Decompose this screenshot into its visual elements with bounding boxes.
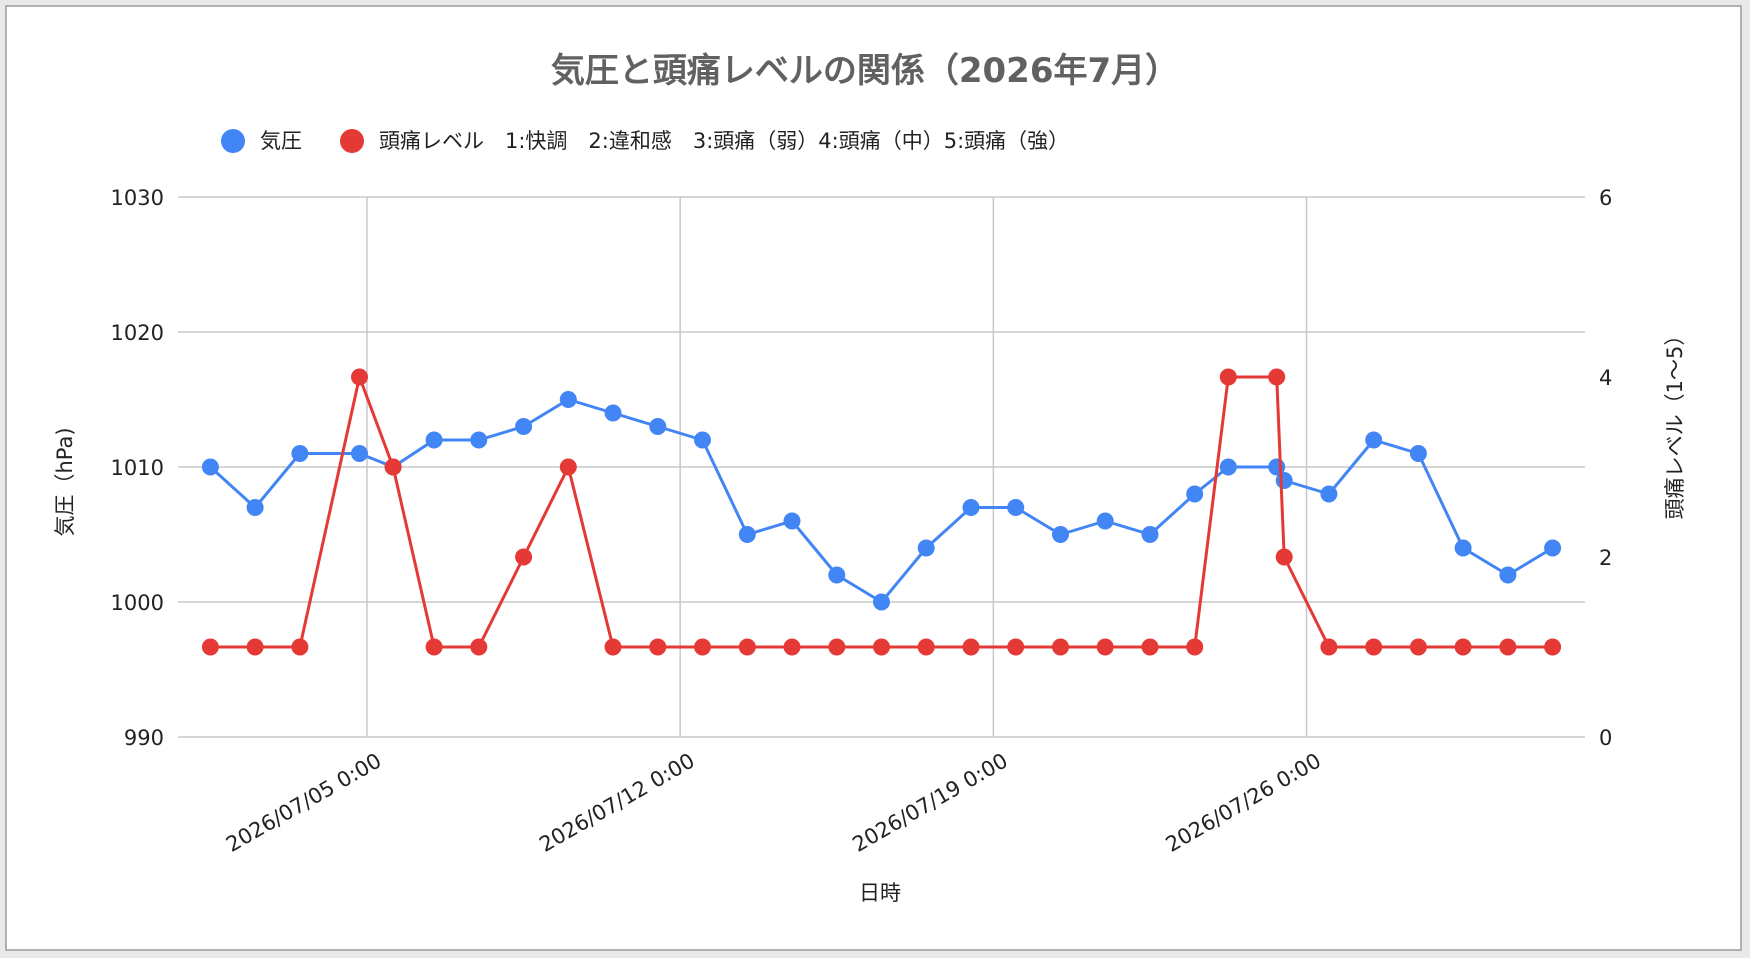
headache-point [1096, 638, 1114, 656]
pressure-point [873, 593, 890, 611]
pressure-point [1320, 485, 1338, 503]
pressure-point [1275, 472, 1293, 489]
pressure-point [1219, 458, 1237, 476]
pressure-point [559, 391, 577, 408]
headache-point [917, 638, 935, 656]
headache-point [559, 458, 577, 476]
y-axis-right-title: 頭痛レベル（1〜5） [1663, 325, 1687, 520]
y-left-tick-label: 1010 [111, 456, 164, 480]
legend-marker-headache [340, 129, 364, 153]
pressure-point [1499, 566, 1517, 584]
y-left-tick-label: 1020 [111, 321, 164, 345]
y-left-tick-label: 1000 [111, 591, 164, 615]
headache-point [1141, 638, 1159, 656]
headache-point [1409, 638, 1427, 656]
pressure-point [1409, 445, 1427, 462]
pressure-point [425, 431, 443, 449]
headache-point [962, 638, 980, 656]
pressure-point [828, 566, 846, 584]
pressure-point [649, 418, 667, 435]
headache-point [1052, 638, 1069, 656]
headache-point [873, 638, 890, 656]
headache-point [201, 638, 219, 656]
pressure-point [917, 539, 935, 557]
pressure-point [201, 458, 219, 476]
legend-label-pressure: 気圧 [260, 129, 302, 153]
headache-point [1454, 638, 1472, 656]
pressure-point [246, 499, 264, 516]
pressure-point [694, 431, 711, 449]
y-right-tick-label: 0 [1599, 726, 1612, 750]
headache-point [694, 638, 711, 656]
pressure-point [1365, 431, 1383, 449]
plot-series [201, 368, 1562, 656]
pressure-point [351, 445, 368, 462]
chart-title: 気圧と頭痛レベルの関係（2026年7月） [551, 51, 1179, 91]
headache-point [828, 638, 846, 656]
y-left-tick-label: 990 [124, 726, 164, 750]
pressure-point [604, 404, 622, 422]
headache-point [425, 638, 443, 656]
pressure-point [1141, 526, 1159, 543]
x-axis-title: 日時 [859, 881, 901, 905]
y-left-tick-label: 1030 [111, 186, 164, 210]
headache-point [470, 638, 488, 656]
legend: 気圧 頭痛レベル 1:快調 2:違和感 3:頭痛（弱）4:頭痛（中）5:頭痛（強… [221, 129, 1069, 153]
chart-background [5, 5, 1742, 951]
pressure-point [1544, 539, 1562, 557]
headache-point [1544, 638, 1562, 656]
headache-point [604, 638, 622, 656]
legend-marker-pressure [221, 129, 245, 153]
pressure-point [515, 418, 533, 435]
pressure-point [1096, 512, 1114, 530]
pressure-point [1454, 539, 1472, 557]
headache-point [384, 458, 402, 476]
headache-point [1365, 638, 1383, 656]
pressure-point [1007, 499, 1025, 516]
headache-point [1219, 368, 1237, 386]
headache-point [246, 638, 264, 656]
pressure-point [962, 499, 980, 516]
y-right-tick-label: 2 [1599, 546, 1612, 570]
headache-point [515, 548, 533, 566]
pressure-point [1052, 526, 1069, 543]
headache-point [1186, 638, 1204, 656]
headache-point [1275, 548, 1293, 566]
pressure-point [291, 445, 309, 462]
headache-point [738, 638, 756, 656]
headache-point [291, 638, 309, 656]
headache-point [649, 638, 667, 656]
headache-point [351, 368, 368, 386]
y-right-tick-label: 4 [1599, 366, 1612, 390]
headache-point [783, 638, 801, 656]
pressure-point [1186, 485, 1204, 503]
headache-point [1007, 638, 1025, 656]
y-axis-left-title: 気圧（hPa) [53, 427, 77, 536]
pressure-point [470, 431, 488, 449]
legend-label-headache: 頭痛レベル 1:快調 2:違和感 3:頭痛（弱）4:頭痛（中）5:頭痛（強） [379, 129, 1069, 153]
pressure-point [738, 526, 756, 543]
headache-point [1268, 368, 1286, 386]
headache-point [1499, 638, 1517, 656]
headache-point [1320, 638, 1338, 656]
y-right-tick-label: 6 [1599, 186, 1612, 210]
pressure-point [783, 512, 801, 530]
